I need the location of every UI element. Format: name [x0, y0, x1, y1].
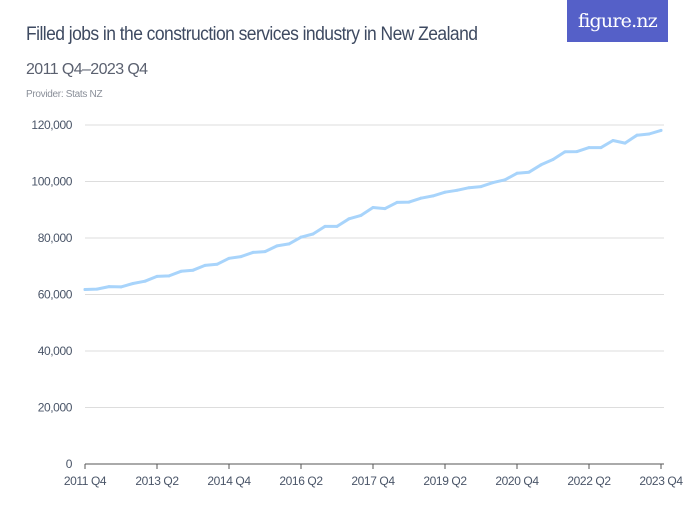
chart-title: Filled jobs in the construction services… — [26, 24, 478, 45]
data-point — [275, 244, 279, 248]
series-line — [83, 128, 663, 291]
data-point — [155, 274, 159, 278]
x-tick-label: 2017 Q4 — [351, 474, 395, 488]
data-point — [191, 268, 195, 272]
data-point — [623, 141, 627, 145]
data-point — [455, 188, 459, 192]
data-point — [515, 171, 519, 175]
data-point — [179, 269, 183, 273]
data-point — [527, 170, 531, 174]
data-point — [551, 157, 555, 161]
data-point — [503, 178, 507, 182]
figure-nz-logo[interactable]: figure.nz — [567, 0, 668, 42]
data-point — [167, 274, 171, 278]
data-point — [563, 150, 567, 154]
data-point — [95, 287, 99, 291]
data-point — [371, 205, 375, 209]
x-tick-label: 2014 Q4 — [207, 474, 251, 488]
data-point — [287, 242, 291, 246]
data-point — [575, 150, 579, 154]
data-point — [239, 255, 243, 259]
x-tick-label: 2011 Q4 — [64, 474, 107, 488]
y-tick-label: 100,000 — [31, 175, 72, 189]
x-tick-label: 2016 Q2 — [279, 474, 323, 488]
data-point — [491, 181, 495, 185]
data-point — [419, 196, 423, 200]
data-point — [83, 288, 87, 292]
y-tick-label: 20,000 — [38, 401, 73, 415]
data-point — [107, 285, 111, 289]
chart-subtitle: 2011 Q4–2023 Q4 — [26, 61, 148, 78]
y-tick-label: 80,000 — [38, 231, 73, 245]
data-point — [311, 232, 315, 236]
data-point — [335, 224, 339, 228]
y-tick-label: 40,000 — [38, 344, 73, 358]
data-point — [407, 200, 411, 204]
provider-label: Provider: Stats NZ — [26, 89, 103, 100]
data-point — [215, 262, 219, 266]
data-point — [443, 190, 447, 194]
x-tick-label: 2019 Q2 — [423, 474, 467, 488]
data-point — [611, 139, 615, 143]
data-point — [383, 207, 387, 211]
data-point — [467, 186, 471, 190]
data-point — [299, 235, 303, 239]
data-point — [647, 132, 651, 136]
data-point — [431, 194, 435, 198]
data-point — [131, 281, 135, 285]
data-point — [395, 200, 399, 204]
data-point — [659, 128, 663, 132]
data-point — [635, 133, 639, 137]
x-tick-label: 2023 Q4 — [639, 474, 683, 488]
data-point — [119, 285, 123, 289]
x-tick-label: 2020 Q4 — [495, 474, 539, 488]
data-point — [227, 256, 231, 260]
data-point — [347, 217, 351, 221]
data-point — [251, 250, 255, 254]
data-point — [143, 279, 147, 283]
x-tick-label: 2013 Q2 — [135, 474, 179, 488]
data-point — [359, 213, 363, 217]
data-point — [323, 224, 327, 228]
data-point — [479, 185, 483, 189]
x-tick-label: 2022 Q2 — [567, 474, 611, 488]
data-point — [203, 263, 207, 267]
data-point — [587, 146, 591, 150]
y-tick-label: 120,000 — [31, 118, 72, 132]
y-tick-label: 0 — [66, 457, 73, 471]
data-point — [539, 163, 543, 167]
y-tick-label: 60,000 — [38, 288, 73, 302]
data-point — [263, 250, 267, 254]
data-point — [599, 146, 603, 150]
